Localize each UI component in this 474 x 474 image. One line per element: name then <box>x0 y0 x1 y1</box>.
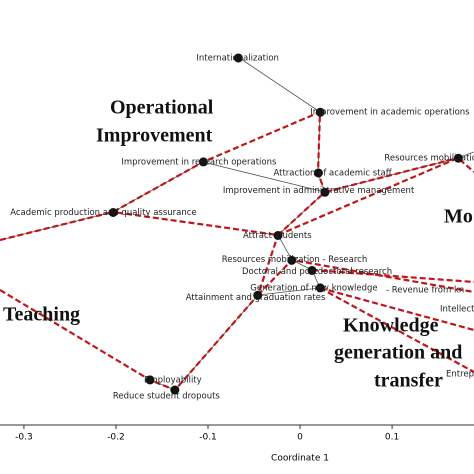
point-label: Improvement in academic operations <box>310 108 470 118</box>
point <box>108 208 118 217</box>
point-label: Doctoral and postdoctoral research <box>242 267 392 277</box>
point-label: Internationalization <box>196 53 279 63</box>
point <box>315 283 325 293</box>
point <box>198 157 208 167</box>
point <box>170 385 180 395</box>
point <box>253 290 263 300</box>
point <box>315 107 325 117</box>
cluster-label: transfer <box>374 370 443 392</box>
point <box>145 375 155 385</box>
point-label: Employability <box>144 375 202 385</box>
x-tick-label: 0 <box>297 433 303 443</box>
point <box>233 53 243 63</box>
cluster-label: Mo <box>444 206 473 228</box>
x-tick-label: -0.3 <box>15 433 33 443</box>
cropped-label: - Revenue from kn <box>386 286 464 296</box>
point <box>453 153 463 163</box>
point-label: Attraction of academic staff <box>273 168 392 178</box>
point-label: Academic production and quality assuranc… <box>10 208 196 218</box>
point-label: Improvement in research operations <box>121 157 277 167</box>
cluster-label: generation and <box>334 342 462 364</box>
point-label: Attainment and graduation rates <box>186 293 326 303</box>
point-label: Attract students <box>243 231 312 241</box>
cluster-label: Operational <box>110 97 214 119</box>
point-label: Resources mobilization - Research <box>222 255 367 265</box>
x-axis-label: Coordinate 1 <box>271 454 329 464</box>
point <box>320 187 330 197</box>
point-label: Improvement in administrative management <box>223 186 415 196</box>
cropped-label: Intellect <box>440 305 474 315</box>
cropped-label: Entrepren <box>446 370 474 380</box>
cluster-label: Knowledge <box>343 315 439 337</box>
point-label: Resources mobilization <box>384 154 474 164</box>
point <box>313 168 323 178</box>
point <box>287 255 297 265</box>
cluster-label: Improvement <box>96 125 213 147</box>
point-label: Reduce student dropouts <box>113 392 221 402</box>
x-tick-label: -0.2 <box>107 433 125 443</box>
x-tick-label: 0.1 <box>385 433 399 443</box>
x-tick-label: -0.1 <box>199 433 217 443</box>
point <box>307 265 317 275</box>
point-label: Generation of new knowledge <box>250 283 377 293</box>
point <box>273 230 283 240</box>
cluster-label: Teaching <box>3 304 80 326</box>
